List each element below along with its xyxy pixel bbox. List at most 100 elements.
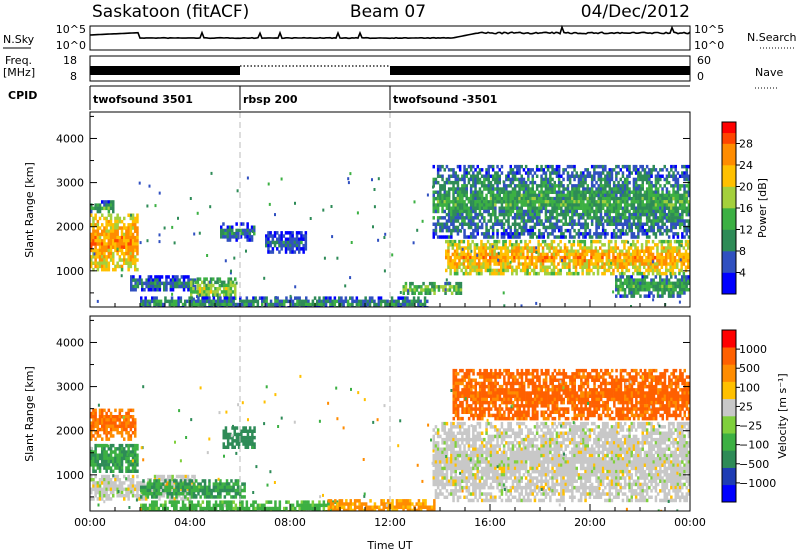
power-echo-cell — [474, 235, 477, 239]
power-echo-cell — [636, 271, 639, 276]
power-echo-cell — [651, 262, 655, 266]
power-echo-cell — [685, 281, 688, 286]
power-echo-cell — [599, 259, 602, 263]
power-echo-cell — [134, 219, 137, 224]
power-echo-cell — [478, 255, 481, 260]
power-echo-cell — [229, 283, 233, 288]
power-echo-cell — [637, 212, 640, 217]
power-echo-cell — [476, 228, 479, 233]
power-echo-cell — [153, 302, 156, 307]
power-speckle — [349, 172, 352, 176]
power-echo-cell — [406, 299, 409, 304]
power-echo-cell — [447, 177, 451, 182]
power-echo-cell — [456, 203, 460, 207]
power-echo-cell — [542, 235, 545, 239]
power-echo-cell — [533, 265, 536, 269]
power-colorbar-label: Power [dB] — [756, 178, 769, 238]
velocity-echo-cell — [101, 450, 104, 454]
power-echo-cell — [676, 284, 680, 289]
power-echo-cell — [632, 235, 636, 239]
power-echo-cell — [500, 265, 503, 269]
power-echo-cell — [564, 216, 567, 220]
power-echo-cell — [581, 252, 584, 257]
power-echo-cell — [152, 288, 155, 292]
power-echo-cell — [590, 180, 594, 185]
power-echo-cell — [626, 206, 629, 210]
power-echo-cell — [529, 228, 532, 233]
power-echo-cell — [623, 232, 627, 236]
velocity-echo-cell — [96, 497, 100, 501]
power-echo-cell — [555, 246, 558, 250]
power-echo-cell — [132, 284, 135, 289]
velocity-echo-cell — [127, 490, 130, 495]
power-echo-cell — [333, 296, 337, 300]
power-echo-cell — [577, 174, 581, 178]
power-echo-cell — [471, 259, 474, 263]
power-echo-cell — [648, 168, 651, 172]
power-echo-cell — [678, 284, 682, 289]
power-echo-cell — [623, 187, 627, 191]
power-echo-cell — [542, 222, 545, 226]
power-echo-cell — [201, 302, 205, 307]
power-echo-cell — [247, 302, 251, 307]
power-echo-cell — [665, 174, 669, 178]
power-echo-cell — [563, 262, 567, 266]
power-echo-cell — [412, 299, 416, 304]
power-echo-cell — [648, 203, 651, 207]
power-echo-cell — [672, 281, 675, 286]
power-echo-cell — [461, 196, 464, 201]
power-echo-cell — [538, 193, 541, 198]
power-echo-cell — [482, 265, 485, 269]
power-echo-cell — [665, 249, 668, 253]
velocity-echo-cell — [107, 481, 111, 485]
power-echo-cell — [641, 203, 644, 207]
power-echo-cell — [473, 249, 477, 253]
power-echo-cell — [507, 203, 510, 207]
power-echo-cell — [476, 180, 479, 185]
power-echo-cell — [504, 268, 507, 273]
power-echo-cell — [432, 232, 435, 236]
power-echo-cell — [103, 229, 106, 233]
power-echo-cell — [645, 259, 648, 263]
power-echo-cell — [665, 228, 669, 233]
power-echo-cell — [513, 193, 517, 198]
velocity-echo-cell — [127, 437, 130, 441]
power-echo-cell — [513, 196, 517, 201]
power-echo-cell — [615, 219, 618, 223]
power-echo-cell — [667, 262, 670, 266]
power-echo-cell — [590, 219, 594, 223]
power-echo-cell — [665, 200, 669, 204]
power-echo-cell — [601, 255, 604, 260]
velocity-echo-cell — [131, 487, 135, 492]
power-echo-cell — [205, 290, 208, 294]
velocity-echo-cell — [123, 453, 126, 457]
power-echo-cell — [643, 284, 647, 289]
power-echo-cell — [548, 243, 551, 247]
power-echo-cell — [457, 291, 460, 295]
power-echo-cell — [674, 200, 677, 204]
power-echo-cell — [579, 184, 583, 188]
power-echo-cell — [527, 190, 530, 194]
velocity-echo-cell — [136, 469, 139, 473]
power-echo-cell — [436, 164, 440, 169]
power-echo-cell — [678, 239, 681, 244]
power-echo-cell — [118, 219, 122, 224]
velocity-echo-cell — [145, 494, 148, 498]
power-echo-cell — [519, 268, 523, 273]
power-echo-cell — [659, 196, 662, 201]
power-echo-cell — [239, 231, 243, 236]
power-echo-cell — [368, 296, 372, 300]
power-echo-cell — [648, 200, 651, 204]
power-echo-cell — [475, 268, 479, 273]
velocity-echo-cell — [90, 478, 93, 482]
power-echo-cell — [606, 232, 609, 236]
power-echo-cell — [640, 259, 644, 263]
velocity-echo-cell — [90, 463, 93, 467]
power-echo-cell — [528, 259, 532, 263]
power-echo-cell — [522, 190, 526, 194]
power-echo-cell — [549, 212, 552, 217]
power-echo-cell — [241, 302, 244, 307]
velocity-echo-cell — [101, 478, 104, 482]
power-echo-cell — [402, 285, 405, 289]
power-echo-cell — [485, 177, 488, 182]
